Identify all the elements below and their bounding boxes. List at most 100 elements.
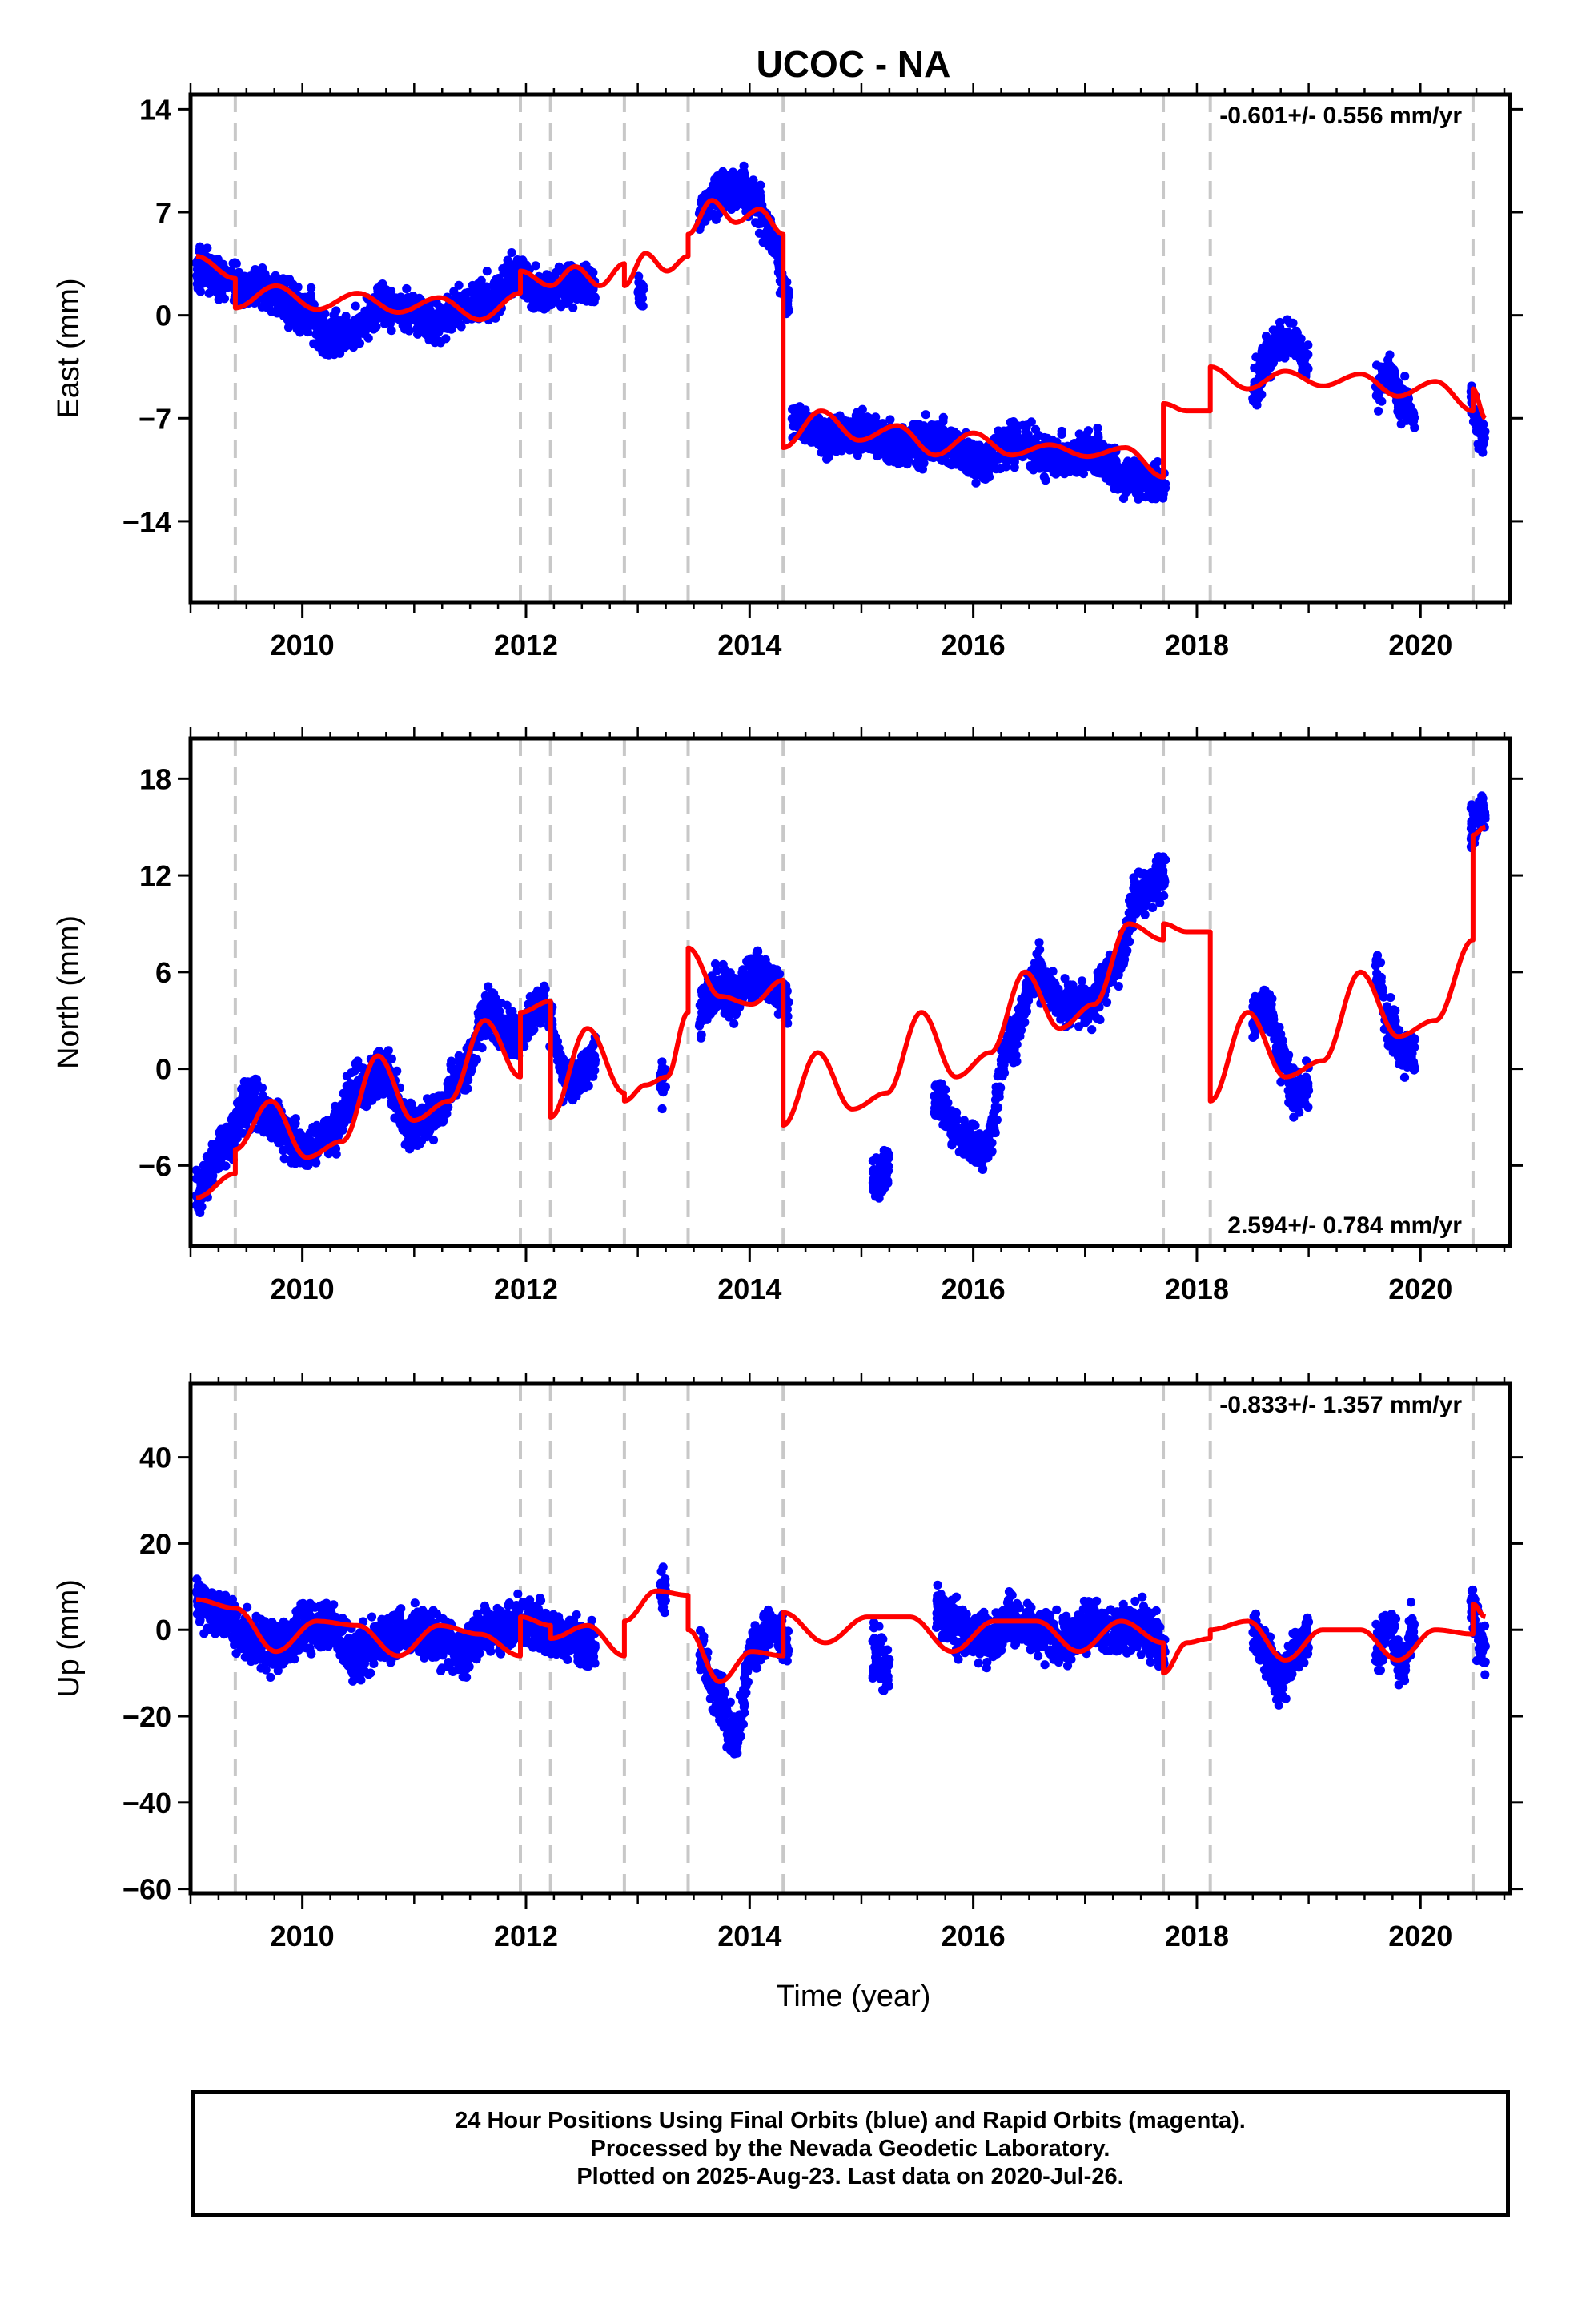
data-point (1275, 340, 1284, 349)
data-point (995, 464, 1005, 474)
data-point (764, 233, 773, 243)
data-point (191, 1165, 201, 1175)
data-point (968, 456, 978, 467)
data-point (984, 446, 994, 456)
data-point (920, 428, 930, 438)
data-point (480, 287, 491, 297)
data-point (577, 289, 587, 299)
data-point (868, 444, 877, 454)
data-point (1118, 493, 1129, 504)
data-point (441, 334, 451, 344)
data-point (1022, 420, 1031, 430)
data-point (1292, 328, 1302, 338)
data-point (978, 464, 988, 473)
data-point (257, 1083, 267, 1092)
data-point (846, 440, 856, 450)
data-point (300, 316, 310, 325)
data-point (434, 318, 444, 328)
data-point (372, 312, 382, 322)
data-point (195, 242, 205, 251)
data-point (902, 440, 912, 451)
data-point (557, 299, 567, 308)
data-point (1082, 443, 1091, 452)
data-point (256, 275, 266, 284)
data-point (1250, 363, 1259, 373)
data-point (283, 323, 294, 332)
plot-area-north (191, 791, 1490, 1217)
data-point (1065, 467, 1074, 476)
data-point (1265, 336, 1275, 345)
data-point (1001, 443, 1010, 452)
data-point (373, 287, 383, 296)
data-point (385, 299, 395, 308)
data-point (422, 330, 432, 340)
data-point (359, 1063, 368, 1073)
data-point (531, 261, 540, 271)
data-point (269, 296, 279, 306)
data-point (263, 276, 272, 286)
data-point (1041, 476, 1050, 485)
data-point (258, 263, 267, 273)
data-point (561, 286, 571, 296)
model-fit-line (195, 198, 1487, 480)
data-point (957, 440, 966, 450)
data-point (411, 308, 420, 318)
data-point (309, 339, 319, 348)
data-point (1303, 350, 1313, 360)
data-point (299, 306, 308, 316)
data-point (832, 429, 841, 439)
data-point (889, 448, 899, 457)
data-point (1395, 382, 1405, 392)
data-point (1095, 468, 1105, 478)
data-point (1149, 480, 1158, 489)
data-point (1078, 467, 1087, 476)
data-point (749, 175, 758, 185)
data-point (1140, 476, 1150, 487)
data-point (329, 310, 339, 320)
data-point (402, 283, 412, 294)
data-point (215, 280, 225, 290)
data-point (1002, 436, 1013, 446)
data-point (921, 410, 930, 420)
data-point (404, 326, 414, 336)
data-point (400, 316, 410, 325)
x-tick-label: 2014 (717, 629, 781, 661)
data-point (216, 288, 227, 298)
data-point (994, 451, 1003, 461)
data-point (350, 320, 359, 330)
data-point (448, 308, 457, 319)
data-point (739, 167, 749, 176)
data-point (1149, 491, 1158, 501)
data-point (307, 313, 317, 323)
data-point (1275, 317, 1285, 328)
data-point (754, 228, 765, 238)
data-point (856, 418, 865, 428)
data-point (342, 317, 351, 327)
data-point (739, 179, 749, 188)
data-point (926, 420, 937, 430)
data-point (1296, 356, 1306, 365)
data-point (772, 238, 782, 247)
data-point (203, 243, 212, 253)
data-point (523, 293, 532, 303)
data-point (1032, 458, 1042, 468)
data-point (581, 296, 592, 306)
data-point (387, 326, 396, 336)
data-point (638, 281, 648, 291)
data-point (568, 303, 578, 312)
x-tick-label: 2020 (1388, 629, 1452, 661)
data-point (207, 285, 218, 295)
data-point (435, 302, 444, 312)
data-point (1093, 424, 1102, 433)
data-point (195, 287, 205, 296)
data-point (351, 301, 360, 311)
data-point (503, 261, 512, 271)
data-point (292, 324, 302, 334)
data-point (546, 300, 556, 310)
data-point (875, 449, 885, 460)
data-point (1004, 425, 1014, 436)
data-point (909, 420, 918, 429)
data-point (1472, 417, 1481, 427)
